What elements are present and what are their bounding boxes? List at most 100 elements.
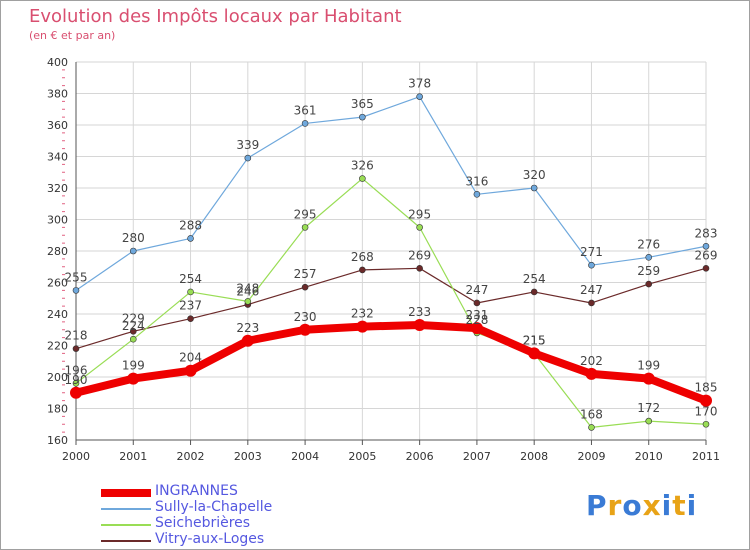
data-label-seichebri-res: 170 bbox=[695, 404, 718, 418]
x-tick-label: 2007 bbox=[463, 450, 491, 463]
grid-layer bbox=[75, 61, 707, 441]
legend-swatch bbox=[101, 524, 151, 526]
x-tick-label: 2002 bbox=[177, 450, 205, 463]
data-point-vitry-aux-loges bbox=[473, 299, 481, 307]
data-label-vitry-aux-loges: 247 bbox=[465, 283, 488, 297]
data-point-sully-la-chapelle bbox=[359, 113, 366, 121]
axis-layer: 160 180 200 220 240 260 280 300 320 340 360 380 400 2… bbox=[47, 56, 720, 463]
y-tick-label: 360 bbox=[47, 119, 68, 132]
data-point-sully-la-chapelle bbox=[588, 261, 595, 269]
data-label-seichebri-res: 224 bbox=[122, 319, 145, 333]
x-tick-label: 2011 bbox=[692, 450, 720, 463]
data-point-vitry-aux-loges bbox=[702, 265, 710, 272]
logo-letter: t bbox=[672, 489, 687, 522]
data-point-seichebri-res bbox=[187, 288, 194, 296]
data-label-sully-la-chapelle: 255 bbox=[65, 270, 88, 284]
legend-label: INGRANNES bbox=[155, 483, 238, 499]
data-label-ingrannes: 215 bbox=[523, 333, 546, 347]
data-label-sully-la-chapelle: 365 bbox=[351, 97, 374, 111]
data-point-sully-la-chapelle bbox=[473, 191, 481, 198]
data-label-ingrannes: 230 bbox=[294, 310, 317, 324]
data-label-sully-la-chapelle: 361 bbox=[294, 103, 317, 117]
proxiti-logo: Proxiti bbox=[586, 489, 697, 522]
y-tick-label: 220 bbox=[47, 340, 68, 353]
data-point-ingrannes bbox=[642, 372, 655, 385]
data-label-vitry-aux-loges: 259 bbox=[637, 264, 660, 278]
data-point-sully-la-chapelle bbox=[702, 242, 710, 250]
data-label-seichebri-res: 295 bbox=[294, 207, 317, 221]
data-point-seichebri-res bbox=[244, 298, 252, 305]
line-chart: 160 180 200 220 240 260 280 300 320 340 360 380 400 2… bbox=[47, 56, 720, 463]
data-point-vitry-aux-loges bbox=[187, 315, 194, 323]
x-tick-label: 2010 bbox=[635, 450, 663, 463]
y-tick-label: 240 bbox=[47, 308, 68, 321]
data-point-sully-la-chapelle bbox=[530, 184, 538, 192]
data-label-ingrannes: 231 bbox=[465, 308, 488, 322]
data-label-seichebri-res: 168 bbox=[580, 407, 603, 421]
x-tick-label: 2005 bbox=[348, 450, 376, 463]
data-point-sully-la-chapelle bbox=[416, 93, 423, 100]
data-label-vitry-aux-loges: 269 bbox=[408, 248, 431, 262]
data-label-ingrannes: 199 bbox=[122, 359, 145, 373]
data-point-vitry-aux-loges bbox=[645, 280, 653, 288]
data-label-sully-la-chapelle: 320 bbox=[523, 168, 546, 182]
data-point-sully-la-chapelle bbox=[187, 235, 194, 242]
data-point-seichebri-res bbox=[702, 420, 710, 428]
data-label-vitry-aux-loges: 247 bbox=[580, 283, 603, 297]
x-tick-label: 2003 bbox=[234, 450, 262, 463]
data-point-vitry-aux-loges bbox=[72, 345, 80, 352]
data-point-seichebri-res bbox=[129, 335, 137, 343]
data-label-seichebri-res: 248 bbox=[236, 281, 259, 295]
data-point-seichebri-res bbox=[645, 417, 653, 425]
data-label-vitry-aux-loges: 229 bbox=[122, 311, 145, 325]
y-tick-label: 160 bbox=[47, 434, 68, 447]
data-point-ingrannes bbox=[184, 364, 197, 377]
data-label-sully-la-chapelle: 276 bbox=[637, 237, 660, 251]
data-point-ingrannes bbox=[528, 347, 541, 360]
y-tick-label: 340 bbox=[47, 151, 68, 164]
x-tick-label: 2006 bbox=[406, 450, 434, 463]
logo-letter: P bbox=[586, 489, 608, 522]
data-point-ingrannes bbox=[127, 372, 140, 385]
data-label-seichebri-res: 254 bbox=[179, 272, 202, 286]
x-tick-label: 2009 bbox=[577, 450, 605, 463]
legend-label: Sully-la-Chapelle bbox=[155, 499, 273, 515]
data-point-ingrannes bbox=[470, 322, 483, 335]
data-label-ingrannes: 223 bbox=[236, 321, 259, 335]
data-point-seichebri-res bbox=[359, 175, 366, 182]
series-line-vitry-aux-loges bbox=[75, 267, 707, 350]
chart-title: Evolution des Impôts locaux par Habitant bbox=[29, 6, 402, 27]
legend-label: Vitry-aux-Loges bbox=[155, 531, 265, 547]
data-label-vitry-aux-loges: 237 bbox=[179, 299, 202, 313]
data-label-ingrannes: 185 bbox=[695, 381, 718, 395]
logo-letter: r bbox=[607, 489, 623, 522]
data-label-sully-la-chapelle: 378 bbox=[408, 77, 431, 91]
data-point-seichebri-res bbox=[72, 379, 80, 387]
data-label-vitry-aux-loges: 246 bbox=[236, 285, 259, 299]
data-point-vitry-aux-loges bbox=[129, 328, 137, 335]
series-line-ingrannes bbox=[75, 321, 708, 405]
legend-swatch bbox=[101, 540, 151, 542]
data-point-vitry-aux-loges bbox=[530, 288, 538, 296]
data-point-vitry-aux-loges bbox=[359, 266, 366, 274]
data-point-sully-la-chapelle bbox=[244, 154, 252, 162]
logo-letter: x bbox=[642, 489, 662, 522]
y-tick-label: 320 bbox=[47, 182, 68, 195]
data-point-ingrannes bbox=[241, 334, 254, 347]
data-label-sully-la-chapelle: 283 bbox=[695, 226, 718, 240]
data-point-vitry-aux-loges bbox=[416, 265, 423, 272]
y-tick-label: 260 bbox=[47, 277, 68, 290]
data-point-ingrannes bbox=[70, 386, 82, 399]
logo-letter: i bbox=[686, 489, 698, 522]
logo-letter: i bbox=[661, 489, 673, 522]
data-label-seichebri-res: 326 bbox=[351, 159, 374, 173]
data-point-sully-la-chapelle bbox=[645, 253, 653, 261]
data-label-vitry-aux-loges: 269 bbox=[695, 248, 718, 262]
y-tick-label: 380 bbox=[47, 88, 68, 101]
y-tick-label: 200 bbox=[47, 371, 68, 384]
data-label-seichebri-res: 172 bbox=[637, 401, 660, 415]
data-point-seichebri-res bbox=[588, 424, 595, 431]
data-label-vitry-aux-loges: 254 bbox=[523, 272, 546, 286]
legend-swatch bbox=[101, 508, 151, 510]
data-point-vitry-aux-loges bbox=[588, 299, 595, 307]
